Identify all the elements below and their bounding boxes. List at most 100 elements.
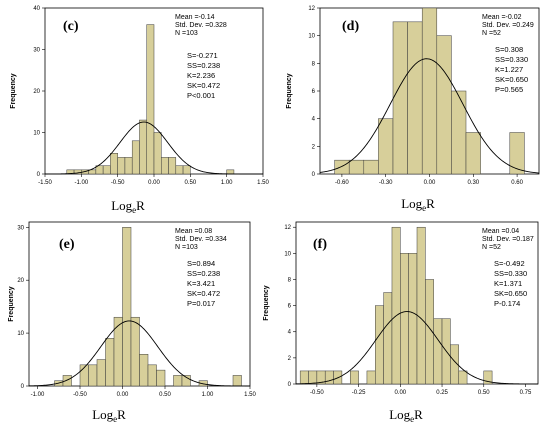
stats-line: S=0.308 (495, 45, 523, 54)
x-tick-label: -0.30 (379, 180, 393, 186)
stats-line: SK=0.650 (495, 75, 528, 84)
x-tick-label: -1.00 (74, 180, 88, 186)
chart-panel-f: -0.50 -0.25 0.00 0.25 0.50 0.75 0 2 4 6 8 10 12 Frequ… (263, 221, 539, 424)
histogram-bar (324, 370, 334, 385)
stats-header-line: N =52 (482, 244, 501, 251)
stats-line: SS=0.330 (494, 269, 527, 278)
y-tick-label: 12 (308, 6, 315, 12)
stats-line: SK=0.650 (494, 289, 527, 298)
stats-line: K=1.227 (495, 65, 523, 74)
histogram-bar (383, 292, 393, 385)
histogram-bar (509, 132, 525, 175)
stats-line: K=2.236 (187, 71, 215, 80)
histogram-bar (130, 316, 140, 387)
y-axis-label: Frequency (10, 73, 17, 109)
y-tick-label: 6 (312, 89, 316, 95)
histogram-bar (182, 165, 191, 175)
x-tick-label: 0.75 (520, 390, 532, 396)
x-tick-label: 1.50 (257, 180, 269, 186)
histogram-bar (407, 21, 423, 175)
histogram-bar (102, 165, 111, 175)
y-tick-label: 40 (33, 6, 40, 12)
histogram-bar (363, 159, 379, 175)
x-tick-label: 0.00 (148, 180, 160, 186)
panel-label: (c) (63, 19, 79, 34)
stats-line: SS=0.330 (495, 55, 528, 64)
y-axis-label: Frequency (286, 73, 293, 109)
histogram-bar (391, 226, 401, 385)
histogram-bar (299, 370, 309, 385)
y-tick-label: 2 (288, 356, 292, 362)
y-axis-label: Frequency (263, 285, 270, 321)
histogram-bar (226, 169, 235, 175)
x-tick-label: 0.50 (159, 392, 171, 398)
histogram-bar (348, 159, 365, 175)
histogram-bar (147, 364, 157, 387)
histogram-bar (88, 364, 98, 387)
y-tick-label: 4 (288, 330, 292, 336)
normal-curve (45, 121, 263, 175)
panel-label: (d) (342, 19, 359, 34)
histogram-bar (408, 253, 418, 385)
x-tick-label: -0.50 (310, 390, 324, 396)
y-tick-label: 10 (33, 131, 40, 137)
y-tick-label: 12 (284, 225, 291, 231)
histogram-bar (308, 370, 318, 385)
histogram-bar (433, 318, 443, 385)
y-tick-label: 8 (312, 61, 316, 67)
normal-curve (28, 320, 250, 387)
x-axis-label: LogeR (92, 407, 126, 424)
y-tick-label: 2 (312, 144, 316, 150)
stats-line: S=-0.492 (494, 259, 525, 268)
histogram-bar (62, 375, 72, 387)
histogram-bar (421, 7, 438, 175)
stats-line: SK=0.472 (187, 81, 220, 90)
stats-line: SS=0.238 (187, 269, 220, 278)
y-tick-label: 10 (17, 331, 24, 337)
x-tick-label: -0.50 (111, 180, 125, 186)
y-tick-label: 6 (288, 304, 292, 310)
y-tick-label: 0 (312, 172, 316, 178)
y-tick-label: 30 (17, 225, 24, 231)
y-tick-label: 0 (37, 172, 41, 178)
histogram-bar (483, 370, 493, 385)
histogram-bar (173, 375, 183, 387)
x-axis-label: LogeR (111, 198, 145, 215)
stats-line: K=1.371 (494, 279, 522, 288)
stats-header-line: Std. Dev. =0.187 (482, 236, 534, 243)
x-tick-label: -0.60 (335, 180, 349, 186)
normal-curve (295, 311, 538, 385)
y-tick-label: 0 (288, 382, 292, 388)
histogram-bar (400, 253, 409, 385)
stats-line: SK=0.472 (187, 289, 220, 298)
x-tick-label: -1.00 (31, 392, 45, 398)
x-tick-label: -1.50 (38, 180, 52, 186)
stats-header-line: Mean =0.08 (175, 228, 212, 235)
histogram-bar (146, 24, 155, 175)
x-tick-label: 0.50 (184, 180, 196, 186)
y-tick-label: 4 (312, 117, 316, 123)
stats-header-line: N =103 (175, 30, 198, 37)
histogram-bar (349, 370, 359, 385)
histogram-bar (122, 227, 132, 387)
x-axis-label: LogeR (401, 196, 435, 213)
histogram-bar (96, 359, 106, 387)
stats-line: P<0.001 (187, 91, 215, 100)
stats-header-line: Std. Dev. =0.249 (482, 22, 534, 29)
histogram-bar (117, 157, 126, 175)
histogram-bar (181, 375, 191, 387)
stats-header-line: Mean =-0.14 (175, 14, 215, 21)
chart-panel-c: -1.50 -1.00 -0.50 0.00 0.50 1.00 1.50 0 10 20 30 40… (10, 6, 269, 215)
histogram-bar (161, 157, 169, 175)
stats-line: K=3.421 (187, 279, 215, 288)
histogram-bar (168, 157, 177, 175)
x-axis-label: LogeR (389, 407, 423, 424)
panel-label: (e) (59, 237, 75, 252)
y-axis-label: Frequency (8, 286, 15, 322)
histogram-bar (451, 90, 467, 175)
x-tick-label: 1.00 (202, 392, 214, 398)
x-tick-label: 0.50 (478, 390, 490, 396)
x-tick-label: 1.50 (244, 392, 256, 398)
y-tick-label: 30 (33, 48, 40, 54)
